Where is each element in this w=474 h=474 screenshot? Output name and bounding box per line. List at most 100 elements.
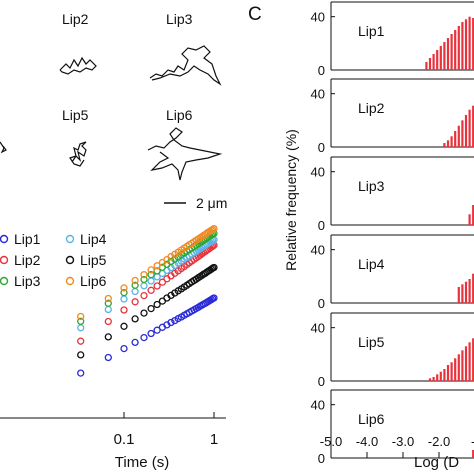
histogram-lip3: 0 40 Lip3 [311, 156, 474, 233]
legend-label-lip4: Lip4 [80, 231, 107, 247]
hist-y-tick-label: 40 [311, 165, 325, 180]
hist-panel-label: Lip2 [358, 100, 385, 116]
hist-bar-lip2 [446, 140, 450, 147]
point-lip6 [210, 224, 218, 233]
point-lip1 [153, 326, 161, 334]
point-lip6 [120, 284, 128, 292]
histogram-lip4: 0 40 Lip4 [311, 234, 474, 311]
point-lip6 [147, 266, 155, 274]
legend-marker-lip6 [65, 276, 75, 286]
hist-x-tick-label: -1 [471, 434, 474, 449]
hist-panel-label: Lip3 [358, 178, 385, 194]
hist-y-tick-label: 0 [318, 140, 325, 155]
histogram-subpanels: 0 40 Lip1 0 40 Lip2 0 40 Lip3 0 40 Lip4 0 40 Lip5 0 40 Li… [311, 1, 474, 466]
histogram-lip1: 0 40 Lip1 [311, 1, 474, 78]
hist-bar-lip1 [472, 18, 474, 70]
hist-bar-lip1 [457, 26, 460, 70]
hist-bar-lip5 [443, 369, 446, 381]
legend-marker-lip2 [0, 255, 9, 265]
point-lip5 [140, 309, 148, 317]
trajectory-label-lip3: Lip3 [166, 11, 193, 27]
point-lip5 [147, 304, 155, 313]
hist-bar-lip5 [472, 338, 474, 381]
legend-label-lip3: Lip3 [14, 273, 41, 289]
point-lip4 [131, 287, 139, 296]
point-lip4 [140, 282, 148, 290]
point-lip4 [147, 277, 155, 285]
histogram-panel: C Relative frequency (%) Log (D 040Lip10… [248, 1, 474, 471]
histogram-lip2: 0 40 Lip2 [311, 78, 474, 155]
point-lip1 [140, 333, 148, 342]
legend-label-lip2: Lip2 [14, 252, 41, 268]
hist-panel-label: Lip5 [358, 334, 385, 350]
hist-bar-lip1 [450, 34, 453, 70]
hist-x-tick-label: -5.0 [320, 434, 342, 449]
hist-bar-lip1 [446, 38, 450, 70]
point-lip5 [77, 351, 85, 359]
hist-y-tick-label: 40 [311, 398, 325, 413]
point-lip6 [131, 276, 139, 285]
trajectory-lip3 [149, 45, 222, 86]
msd-scatter-panel: 0.1 1 Time (s) Lip1 Lip4 Lip2 Lip5 Lip3 Lip6 [0, 224, 226, 471]
hist-bar-lip5 [464, 346, 468, 381]
trajectory-lip2 [59, 56, 97, 75]
hist-bar-lip1 [454, 30, 457, 70]
histogram-lip6: 0 40 Lip6 [311, 389, 474, 466]
point-lip6 [77, 312, 85, 321]
hist-bar-lip5 [450, 362, 453, 381]
hist-bar-lip1 [461, 22, 464, 70]
point-lip5 [120, 322, 128, 330]
trajectory-label-lip6: Lip6 [166, 107, 193, 123]
point-lip3 [104, 299, 112, 307]
point-lip1 [210, 294, 218, 302]
series-lip6 [77, 224, 218, 321]
hist-bar-lip5 [439, 371, 442, 381]
point-lip1 [120, 344, 128, 353]
trajectory-partial-left [0, 141, 7, 154]
point-lip3 [131, 281, 139, 289]
scatter-points [77, 224, 218, 377]
point-lip3 [77, 317, 85, 325]
trajectory-label-lip2: Lip2 [62, 11, 89, 27]
point-lip4 [77, 324, 85, 332]
hist-bar-lip6 [472, 450, 474, 458]
scatter-tick-label-0.1: 0.1 [114, 431, 135, 448]
histogram-x-axis-title: Log (D [414, 454, 459, 471]
hist-bar-lip3 [468, 214, 471, 225]
hist-bar-lip2 [468, 109, 471, 147]
histogram-x-ticks: -5.0 -4.0 -3.0 -2.0 -1 [320, 434, 474, 458]
panel-c-letter: C [248, 4, 262, 25]
point-lip6 [209, 225, 217, 234]
hist-bar-lip2 [461, 120, 464, 147]
hist-bar-lip1 [425, 62, 428, 70]
hist-bar-lip5 [432, 377, 435, 381]
hist-y-tick-label: 0 [318, 218, 325, 233]
legend-marker-lip4 [65, 234, 75, 244]
trajectory-lip5 [69, 141, 87, 167]
hist-y-tick-label: 0 [318, 63, 325, 78]
hist-bar-lip5 [461, 350, 464, 381]
hist-x-tick-label: -4.0 [356, 434, 378, 449]
hist-bar-lip4 [464, 281, 468, 303]
hist-bar-lip2 [450, 136, 453, 147]
point-lip3 [147, 271, 155, 279]
point-lip5 [131, 315, 139, 323]
hist-bar-lip4 [457, 287, 460, 303]
point-lip1 [131, 338, 139, 347]
scatter-x-axis-title: Time (s) [115, 454, 169, 471]
hist-bar-lip4 [472, 273, 474, 303]
point-lip4 [104, 305, 112, 314]
hist-x-tick-label: -2.0 [428, 434, 450, 449]
trajectory-panel: Lip2 Lip3 Lip5 Lip6 2 μm [0, 11, 227, 211]
hist-panel-label: Lip6 [358, 411, 385, 427]
legend-label-lip1: Lip1 [14, 231, 41, 247]
hist-bar-lip1 [439, 46, 442, 70]
scatter-tick-label-1: 1 [210, 431, 218, 448]
point-lip2 [120, 306, 128, 314]
hist-y-tick-label: 40 [311, 243, 325, 258]
hist-bar-lip2 [464, 115, 468, 147]
scatter-legend: Lip1 Lip4 Lip2 Lip5 Lip3 Lip6 [0, 231, 107, 289]
legend-marker-lip1 [0, 234, 9, 244]
legend-marker-lip5 [65, 255, 75, 265]
point-lip2 [104, 317, 112, 326]
